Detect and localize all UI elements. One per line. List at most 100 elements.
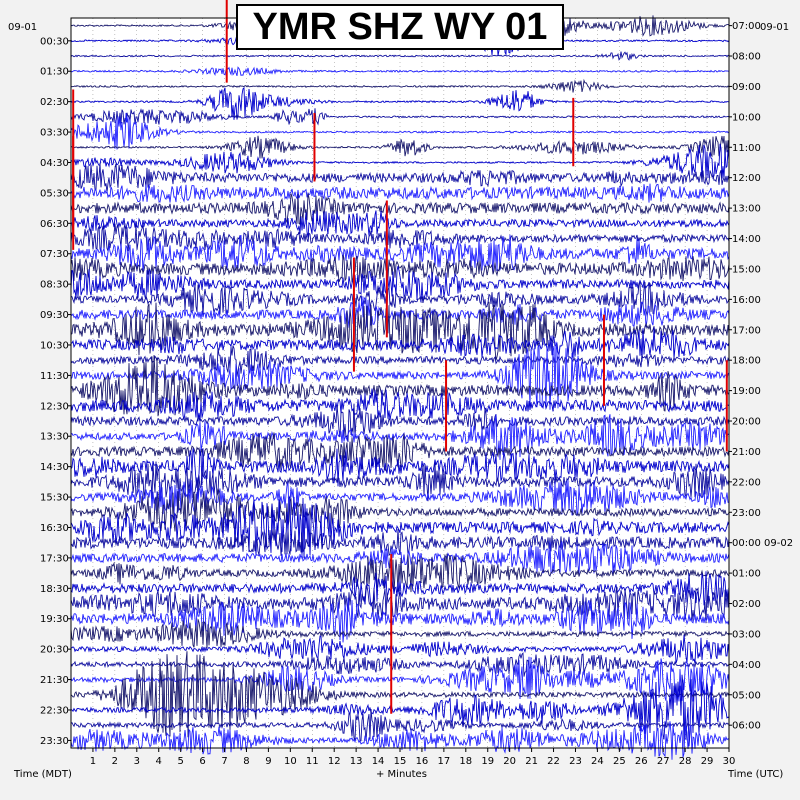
seismic-trace bbox=[70, 223, 730, 253]
seismic-trace bbox=[70, 281, 730, 317]
seismic-trace bbox=[70, 254, 730, 284]
x-tick-label: 1 bbox=[90, 756, 96, 767]
seismic-trace bbox=[70, 193, 730, 226]
right-axis-labels: 07:00 08:00 09:00 10:00 11:00 12:00 13:00 14:00… bbox=[729, 21, 793, 732]
seismic-trace bbox=[70, 571, 730, 607]
right-time-label: 18:00 bbox=[732, 356, 761, 367]
x-tick-label: 23 bbox=[569, 756, 582, 767]
right-time-label: 12:00 bbox=[732, 173, 761, 184]
seismic-trace bbox=[70, 143, 730, 180]
x-tick-label: 27 bbox=[657, 756, 670, 767]
right-time-label: 09:00 bbox=[732, 82, 761, 93]
right-time-label: 16:00 bbox=[732, 295, 761, 306]
left-time-label: 12:30 bbox=[40, 401, 69, 412]
x-axis-label: + Minutes bbox=[376, 769, 427, 780]
seismic-trace bbox=[70, 597, 730, 643]
right-time-label: 01:00 bbox=[732, 569, 761, 580]
right-time-label: 00:00 09-02 bbox=[732, 538, 793, 549]
seismic-trace bbox=[70, 388, 730, 422]
x-tick-label: 6 bbox=[199, 756, 205, 767]
seismic-trace bbox=[70, 674, 730, 747]
grid-lines bbox=[71, 18, 729, 748]
seismic-trace bbox=[70, 479, 730, 517]
right-time-label: 19:00 bbox=[732, 386, 761, 397]
seismic-trace bbox=[70, 135, 730, 159]
seismic-trace bbox=[70, 651, 730, 738]
left-time-label: 00:30 bbox=[40, 36, 69, 47]
left-time-label: 16:30 bbox=[40, 523, 69, 534]
right-time-label: 04:00 bbox=[732, 660, 761, 671]
x-tick-label: 29 bbox=[701, 756, 714, 767]
right-time-label: 17:00 bbox=[732, 325, 761, 336]
right-time-label: 14:00 bbox=[732, 234, 761, 245]
chart-title: YMR SHZ WY 01 bbox=[252, 6, 548, 48]
left-time-label: 07:30 bbox=[40, 249, 69, 260]
right-time-label: 13:00 bbox=[732, 204, 761, 215]
left-time-label: 22:30 bbox=[40, 705, 69, 716]
x-tick-label: 13 bbox=[350, 756, 363, 767]
x-tick-label: 11 bbox=[306, 756, 319, 767]
right-time-label: 21:00 bbox=[732, 447, 761, 458]
seismic-trace bbox=[70, 585, 730, 624]
left-axis-labels: 00:30 01:30 02:30 03:30 04:30 05:30 06:30 07:30… bbox=[40, 36, 71, 747]
left-axis-title: Time (MDT) bbox=[13, 769, 72, 780]
x-tick-label: 17 bbox=[437, 756, 450, 767]
x-tick-label: 16 bbox=[416, 756, 429, 767]
x-tick-label: 25 bbox=[613, 756, 626, 767]
right-time-label: 07:00 bbox=[732, 21, 761, 32]
left-time-label: 11:30 bbox=[40, 371, 69, 382]
left-time-label: 18:30 bbox=[40, 584, 69, 595]
left-time-label: 17:30 bbox=[40, 553, 69, 564]
left-start-label: 09-01 bbox=[8, 22, 37, 33]
right-time-label: 06:00 bbox=[732, 721, 761, 732]
seismic-trace bbox=[70, 652, 730, 677]
seismic-trace bbox=[70, 86, 730, 120]
seismic-trace bbox=[70, 296, 730, 328]
left-time-label: 10:30 bbox=[40, 340, 69, 351]
seismic-trace bbox=[70, 210, 730, 238]
right-axis-title: Time (UTC) bbox=[727, 769, 783, 780]
left-time-label: 21:30 bbox=[40, 675, 69, 686]
x-tick-label: 20 bbox=[503, 756, 516, 767]
left-time-label: 13:30 bbox=[40, 432, 69, 443]
seismic-trace bbox=[70, 553, 730, 594]
x-tick-label: 28 bbox=[679, 756, 692, 767]
left-time-label: 08:30 bbox=[40, 280, 69, 291]
seismic-trace bbox=[70, 51, 730, 61]
seismic-trace bbox=[70, 183, 730, 203]
right-time-label: 03:00 bbox=[732, 629, 761, 640]
seismic-trace bbox=[70, 162, 730, 193]
right-time-label: 23:00 bbox=[732, 508, 761, 519]
left-time-label: 20:30 bbox=[40, 645, 69, 656]
x-tick-label: 24 bbox=[591, 756, 604, 767]
x-tick-label: 7 bbox=[221, 756, 227, 767]
x-tick-label: 4 bbox=[156, 756, 162, 767]
right-time-label: 05:00 bbox=[732, 690, 761, 701]
left-time-label: 15:30 bbox=[40, 493, 69, 504]
seismic-trace bbox=[70, 78, 730, 93]
seismic-trace bbox=[70, 66, 730, 77]
seismic-trace bbox=[70, 234, 730, 274]
right-time-label: 02:00 bbox=[732, 599, 761, 610]
left-time-label: 03:30 bbox=[40, 128, 69, 139]
left-time-label: 04:30 bbox=[40, 158, 69, 169]
seismic-trace bbox=[70, 108, 730, 126]
seismic-trace bbox=[70, 345, 730, 377]
right-start-label: 09-01 bbox=[760, 22, 789, 33]
left-time-label: 14:30 bbox=[40, 462, 69, 473]
x-tick-label: 26 bbox=[635, 756, 648, 767]
seismic-trace bbox=[70, 112, 730, 150]
right-time-label: 08:00 bbox=[732, 52, 761, 63]
x-tick-label: 15 bbox=[394, 756, 407, 767]
right-time-label: 15:00 bbox=[732, 264, 761, 275]
x-axis-ticks: 1 2 3 4 5 6 7 8 9 10 11 12 13 14 15 16 17 18 19 20 21 22 23 24 2… bbox=[90, 748, 735, 767]
right-time-label: 10:00 bbox=[732, 112, 761, 123]
chart-title-box: YMR SHZ WY 01 bbox=[236, 4, 564, 50]
x-tick-label: 8 bbox=[243, 756, 249, 767]
x-tick-label: 10 bbox=[284, 756, 297, 767]
x-tick-label: 22 bbox=[547, 756, 560, 767]
x-tick-label: 18 bbox=[459, 756, 472, 767]
seismic-trace bbox=[70, 708, 730, 742]
seismic-trace bbox=[70, 414, 730, 461]
